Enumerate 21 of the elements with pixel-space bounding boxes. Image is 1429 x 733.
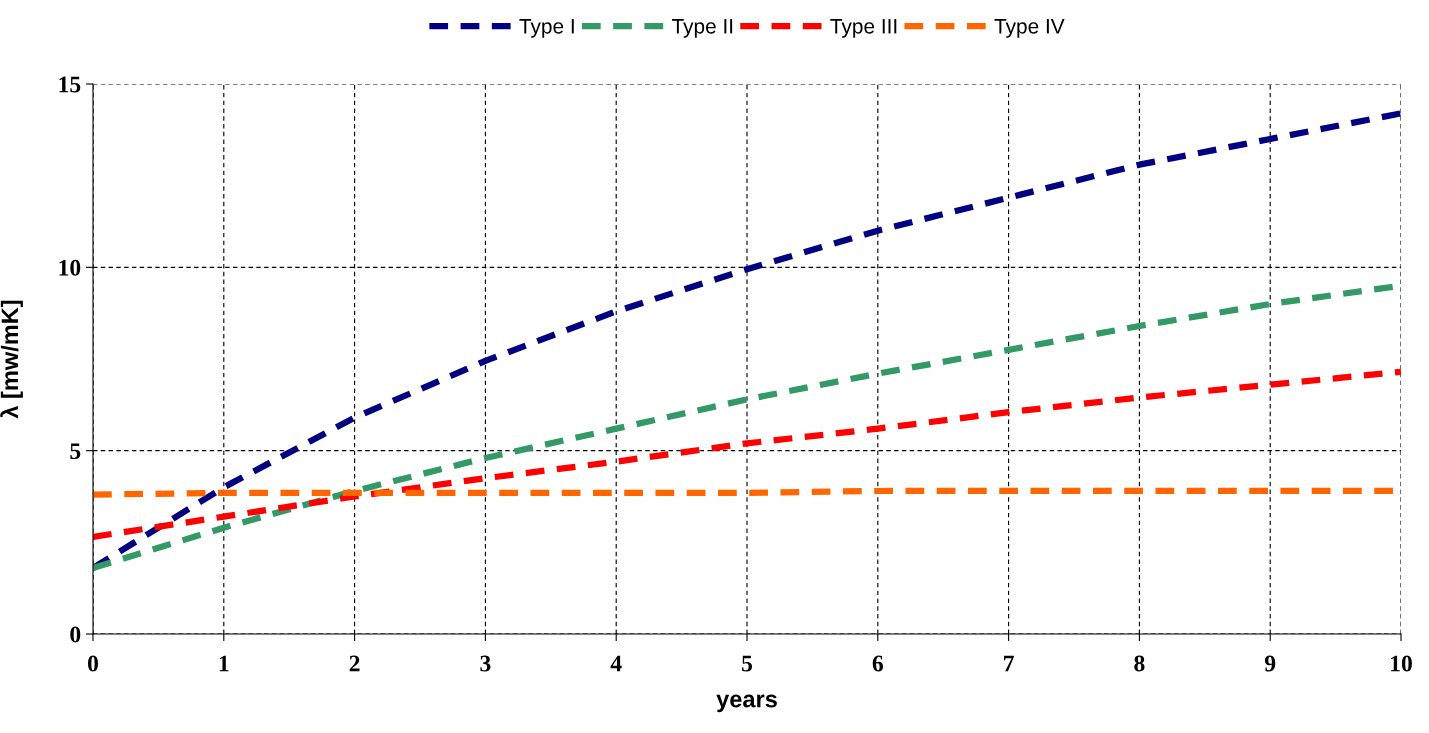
x-tick-label: 0 [88, 655, 98, 672]
legend-label: Type III [830, 19, 897, 38]
x-tick-label: 3 [480, 655, 491, 672]
x-tick-label: 7 [1004, 655, 1014, 672]
y-tick-label: 10 [59, 259, 81, 276]
y-tick-label: 0 [70, 626, 81, 643]
legend-label: Type I [519, 19, 574, 38]
x-tick-label: 9 [1264, 655, 1276, 672]
y-tick-label: 5 [70, 443, 81, 460]
x-tick-label: 1 [219, 655, 229, 672]
legend-label: Type IV [994, 19, 1065, 38]
x-tick-label: 10 [1391, 655, 1412, 672]
x-tick-label: 8 [1134, 655, 1145, 672]
x-tick-label: 6 [872, 655, 884, 672]
y-tick-label: 15 [59, 76, 81, 93]
legend-label: Type II [671, 19, 733, 38]
x-tick-label: 2 [349, 655, 360, 672]
x-tick-label: 4 [610, 655, 622, 672]
x-axis-title: years [716, 694, 777, 713]
y-axis-title: λ [mw/mK] [0, 300, 23, 419]
x-tick-label: 5 [742, 655, 753, 672]
